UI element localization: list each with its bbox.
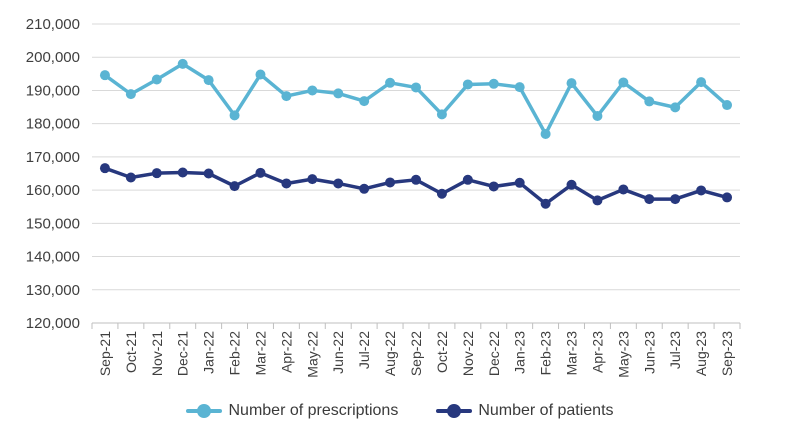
x-tick-label: Dec-21 [175, 331, 191, 376]
legend-label-prescriptions: Number of prescriptions [228, 402, 399, 419]
series-point-1 [670, 194, 681, 205]
series-point-1 [255, 167, 266, 178]
x-tick-label: Jan-22 [201, 331, 217, 374]
series-point-1 [644, 194, 655, 205]
y-tick-label: 120,000 [26, 315, 80, 332]
series-point-0 [618, 77, 629, 88]
legend-swatch-patients [436, 404, 473, 418]
series-point-0 [151, 74, 162, 85]
y-tick-label: 180,000 [26, 116, 80, 133]
series-point-1 [99, 163, 110, 174]
series-point-0 [436, 109, 447, 120]
series-line-1 [104, 166, 728, 206]
x-tick-label: Jun-22 [330, 331, 346, 374]
series-point-0 [462, 79, 473, 90]
series-point-0 [696, 77, 707, 88]
x-tick-label: Apr-23 [589, 331, 605, 373]
x-tick-label: Jul-22 [356, 331, 372, 369]
x-tick-label: May-23 [615, 331, 631, 378]
series-point-1 [566, 179, 577, 190]
x-tick-label: Apr-22 [278, 331, 294, 373]
x-tick-label: Feb-23 [538, 331, 554, 376]
y-tick-label: 160,000 [26, 182, 80, 199]
series-point-1 [540, 198, 551, 209]
x-tick-label: Sep-22 [408, 331, 424, 376]
series-point-1 [203, 168, 214, 179]
x-tick-label: Aug-23 [693, 331, 709, 376]
series-point-0 [540, 128, 551, 139]
y-tick-label: 170,000 [26, 149, 80, 166]
legend-item-patients: Number of patients [436, 402, 614, 420]
y-tick-label: 210,000 [26, 16, 80, 33]
series-point-1 [514, 177, 525, 188]
series-point-1 [411, 174, 421, 185]
series-point-0 [566, 78, 577, 89]
x-tick-label: Aug-22 [382, 331, 398, 376]
y-tick-label: 130,000 [26, 282, 80, 299]
series-point-1 [229, 181, 240, 192]
x-tick-label: May-22 [304, 331, 320, 378]
x-tick-label: Mar-22 [252, 331, 268, 376]
x-tick-label: Jul-23 [667, 331, 683, 369]
series-point-0 [385, 77, 396, 88]
x-tick-label: Jan-23 [512, 331, 528, 374]
series-point-0 [99, 70, 110, 81]
x-tick-label: Oct-21 [123, 331, 139, 373]
series-point-0 [514, 82, 525, 93]
legend-label-patients: Number of patients [478, 402, 614, 419]
series-point-0 [229, 110, 240, 121]
gridlines [92, 23, 740, 291]
series-point-0 [488, 78, 499, 89]
series-point-0 [177, 58, 188, 69]
legend-swatch-prescriptions [186, 404, 223, 418]
series-point-0 [592, 111, 603, 122]
x-tick-label: Nov-22 [460, 331, 476, 376]
y-tick-label: 190,000 [26, 82, 80, 99]
series-layer [99, 58, 733, 209]
series-point-1 [359, 183, 370, 194]
series-point-1 [385, 177, 396, 188]
series-point-0 [722, 100, 733, 111]
series-point-0 [411, 82, 421, 93]
series-point-1 [696, 185, 707, 196]
series-point-0 [644, 96, 655, 107]
series-point-0 [203, 75, 214, 86]
series-point-0 [359, 96, 370, 107]
series-point-1 [722, 192, 733, 203]
x-tick-label: Dec-22 [486, 331, 502, 376]
y-tick-label: 140,000 [26, 249, 80, 266]
legend-item-prescriptions: Number of prescriptions [186, 402, 398, 420]
series-point-0 [333, 88, 344, 99]
series-point-0 [670, 102, 681, 113]
legend: Number of prescriptions Number of patien… [0, 402, 800, 420]
series-point-1 [462, 174, 473, 185]
series-point-1 [333, 178, 344, 189]
y-tick-label: 200,000 [26, 49, 80, 66]
series-point-1 [488, 181, 499, 192]
series-point-0 [255, 69, 266, 80]
x-tick-label: Sep-23 [719, 331, 735, 376]
y-tick-label: 150,000 [26, 215, 80, 232]
series-point-0 [307, 85, 318, 96]
series-point-1 [307, 174, 318, 185]
series-point-1 [592, 195, 603, 206]
series-point-1 [281, 178, 292, 189]
series-point-1 [125, 172, 136, 183]
series-point-1 [618, 184, 629, 195]
x-tick-label: Oct-22 [434, 331, 450, 373]
series-point-1 [151, 168, 162, 179]
series-point-0 [281, 91, 292, 102]
series-point-1 [177, 167, 188, 178]
series-point-0 [125, 89, 136, 100]
x-tick-label: Nov-21 [149, 331, 165, 376]
x-tick-label: Sep-21 [97, 331, 113, 376]
x-tick-label: Feb-22 [227, 331, 243, 376]
series-point-1 [436, 188, 447, 199]
x-tick-label: Jun-23 [641, 331, 657, 374]
axes: 210,000 200,000 190,000 180,000 170,000 160,0… [26, 16, 741, 378]
x-tick-label: Mar-23 [564, 331, 580, 376]
